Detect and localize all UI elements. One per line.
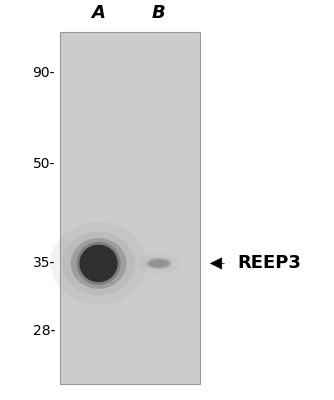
Text: REEP3: REEP3 — [237, 254, 301, 272]
Text: A: A — [92, 4, 106, 22]
Ellipse shape — [146, 258, 171, 269]
Text: 50-: 50- — [33, 158, 55, 172]
Ellipse shape — [62, 232, 135, 295]
Ellipse shape — [149, 260, 169, 267]
Bar — [60, 32, 200, 384]
Text: B: B — [152, 4, 166, 22]
Text: 28-: 28- — [33, 324, 55, 338]
Ellipse shape — [50, 222, 147, 305]
Text: 90-: 90- — [33, 66, 55, 80]
Text: 35-: 35- — [33, 256, 55, 270]
Ellipse shape — [139, 254, 179, 274]
Ellipse shape — [71, 238, 126, 289]
Ellipse shape — [76, 242, 121, 285]
Ellipse shape — [79, 245, 118, 282]
